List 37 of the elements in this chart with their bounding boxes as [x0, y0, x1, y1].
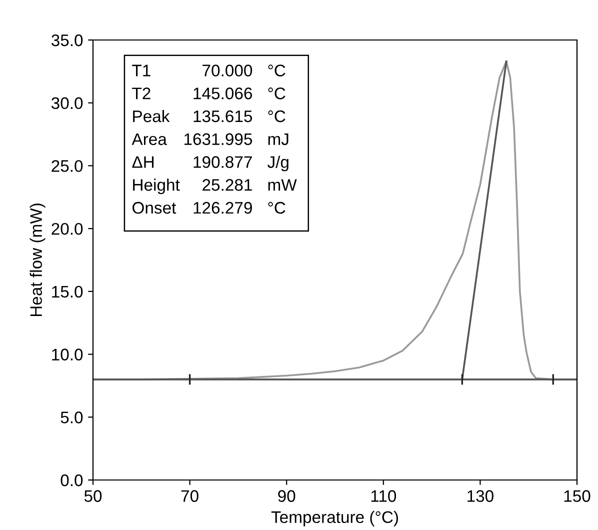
x-axis-title: Temperature (°C): [271, 510, 398, 526]
y-tick-label: 20.0: [52, 222, 83, 235]
annotation: Height: [133, 178, 180, 194]
annotation: °C: [268, 88, 286, 100]
annotation: °C: [268, 64, 286, 76]
annotation: Area: [132, 133, 167, 146]
y-tick-label: 15.0: [52, 286, 83, 298]
annotation: 1631.995: [184, 133, 252, 146]
x-tick-label: 70: [181, 490, 198, 502]
annotation: °C: [268, 202, 286, 214]
annotation: °C: [268, 110, 286, 122]
y-tick-label: 0.0: [60, 474, 83, 486]
annotation: 190.877: [194, 156, 252, 168]
annotation: Onset: [132, 202, 176, 214]
x-tick-label: 90: [278, 490, 296, 502]
y-tick-label: 5.0: [60, 412, 83, 424]
annotation: 25.281: [202, 179, 252, 191]
y-tick-label: 35.0: [51, 34, 83, 46]
annotation: T1: [132, 64, 150, 76]
x-tick-label: 110: [371, 490, 396, 502]
y-axis-title: Heat flow (mW): [30, 204, 46, 316]
annotation: Peak: [133, 110, 170, 122]
annotation: T2: [132, 88, 150, 100]
annotation: 126.279: [194, 202, 252, 214]
x-tick-label: 50: [84, 490, 102, 502]
y-tick-label: 10.0: [52, 348, 83, 360]
annotation: ΔH: [132, 156, 154, 168]
annotation: mJ: [268, 133, 288, 146]
y-tick-label: 30.0: [51, 97, 83, 110]
x-tick-label: 150: [564, 490, 590, 502]
annotation: 70.000: [202, 64, 252, 76]
annotation: 145.066: [194, 88, 252, 100]
x-tick-label: 130: [468, 490, 494, 502]
annotation: J/g: [268, 156, 288, 172]
y-tick-label: 25.0: [52, 160, 83, 172]
annotation: 135.615: [194, 110, 252, 122]
annotation: mW: [268, 179, 297, 191]
